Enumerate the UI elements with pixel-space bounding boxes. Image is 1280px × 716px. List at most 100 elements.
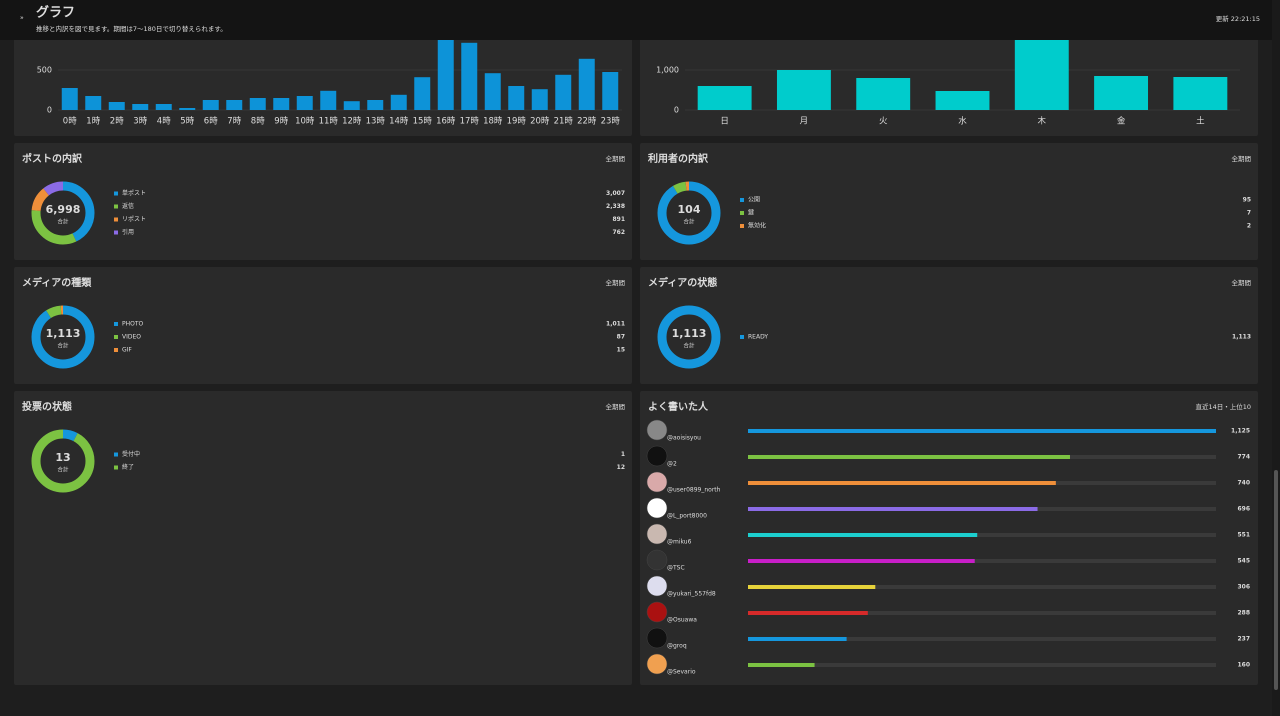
x-tick-label: 木 xyxy=(1038,116,1047,127)
bar xyxy=(61,88,78,110)
legend-value: 891 xyxy=(612,216,625,223)
y-tick-label: 0 xyxy=(674,106,679,115)
legend-swatch xyxy=(114,335,118,339)
bar xyxy=(390,94,407,110)
y-tick-label: 1,000 xyxy=(656,66,679,75)
header-subtitle: 推移と内訳を図で見ます。期間は7〜180日で切り替えられます。 xyxy=(36,24,227,33)
legend-value: 12 xyxy=(617,464,625,471)
user-name: @user0899_north xyxy=(667,487,721,494)
scrollbar-thumb[interactable] xyxy=(1274,470,1278,690)
header-title: グラフ xyxy=(36,5,75,21)
updated-time: 更新 22:21:15 xyxy=(1216,14,1260,23)
panel-period: 全期間 xyxy=(606,278,626,287)
x-tick-label: 12時 xyxy=(342,117,362,127)
scrollbar-track xyxy=(1272,0,1280,716)
bar xyxy=(748,533,978,537)
donut-total: 1,113 xyxy=(672,327,707,340)
avatar xyxy=(646,445,668,467)
bar xyxy=(748,507,1038,511)
bar xyxy=(508,86,525,110)
user-name: @Sevario xyxy=(667,669,696,676)
bar xyxy=(748,663,815,667)
x-tick-label: 15時 xyxy=(413,117,433,127)
x-tick-label: 22時 xyxy=(577,117,597,127)
donut-total: 1,113 xyxy=(46,327,81,340)
bar-value: 306 xyxy=(1237,584,1250,591)
bar xyxy=(602,72,619,110)
panel-title: メディアの種類 xyxy=(22,276,92,289)
x-tick-label: 金 xyxy=(1117,116,1126,127)
legend-value: 15 xyxy=(617,347,625,354)
avatar xyxy=(646,549,668,571)
legend-value: 1,113 xyxy=(1232,334,1251,341)
bar xyxy=(273,98,290,110)
panel xyxy=(640,143,1258,260)
bar xyxy=(697,86,752,110)
x-tick-label: 19時 xyxy=(507,117,527,127)
legend-label: 終了 xyxy=(122,463,134,471)
legend-label: 返信 xyxy=(122,202,134,210)
menu-icon[interactable]: » xyxy=(20,15,24,22)
bar-value: 774 xyxy=(1237,454,1250,461)
legend-label: 公開 xyxy=(748,197,760,204)
bar xyxy=(776,70,831,110)
bar xyxy=(296,96,313,110)
legend-label: リポスト xyxy=(122,215,146,223)
bar xyxy=(484,73,501,110)
legend-swatch xyxy=(114,322,118,326)
x-tick-label: 0時 xyxy=(63,117,77,127)
panel-period: 全期間 xyxy=(606,154,626,163)
user-name: @yukari_557fd8 xyxy=(667,591,716,598)
x-tick-label: 13時 xyxy=(366,117,386,127)
x-tick-label: 16時 xyxy=(436,117,456,127)
y-tick-label: 500 xyxy=(37,66,52,75)
user-name: @2 xyxy=(667,461,677,468)
x-tick-label: 23時 xyxy=(601,117,621,127)
legend-label: READY xyxy=(748,334,768,341)
legend-label: 無効化 xyxy=(748,222,766,230)
legend-value: 1 xyxy=(621,451,625,458)
bar xyxy=(748,455,1070,459)
x-tick-label: 3時 xyxy=(133,117,147,127)
bar xyxy=(531,89,548,110)
bar xyxy=(935,91,990,110)
legend-swatch xyxy=(114,191,118,196)
avatar xyxy=(646,653,668,675)
panel-title: ポストの内訳 xyxy=(22,152,83,165)
bar xyxy=(1014,38,1069,110)
bar xyxy=(461,42,478,110)
user-name: @miku6 xyxy=(667,539,692,546)
panel xyxy=(14,391,632,685)
bar xyxy=(179,108,196,110)
legend-label: 受付中 xyxy=(122,450,140,458)
donut-caption: 合計 xyxy=(683,342,695,350)
avatar xyxy=(646,523,668,545)
bar-track xyxy=(748,611,1216,615)
bar xyxy=(1094,76,1149,110)
x-tick-label: 6時 xyxy=(204,117,218,127)
bar xyxy=(748,611,868,615)
donut-segment xyxy=(31,305,95,369)
donut-segment xyxy=(657,181,721,245)
bar-value: 160 xyxy=(1237,662,1250,669)
panel xyxy=(14,267,632,384)
bar xyxy=(748,429,1216,433)
bar-value: 740 xyxy=(1237,480,1250,487)
bar xyxy=(155,104,172,110)
x-tick-label: 11時 xyxy=(319,117,339,127)
donut-total: 104 xyxy=(678,203,701,216)
donut-segment xyxy=(31,181,95,245)
x-tick-label: 21時 xyxy=(554,117,574,127)
x-tick-label: 8時 xyxy=(251,117,265,127)
legend-value: 87 xyxy=(617,334,625,341)
panel-title: 利用者の内訳 xyxy=(648,152,709,165)
bar xyxy=(414,77,431,110)
y-tick-label: 0 xyxy=(47,106,52,115)
legend-swatch xyxy=(114,348,118,352)
avatar xyxy=(646,575,668,597)
x-tick-label: 4時 xyxy=(157,117,171,127)
bar xyxy=(132,104,149,110)
bar-value: 545 xyxy=(1237,558,1250,565)
bar-track xyxy=(748,559,1216,563)
bar xyxy=(202,100,219,110)
